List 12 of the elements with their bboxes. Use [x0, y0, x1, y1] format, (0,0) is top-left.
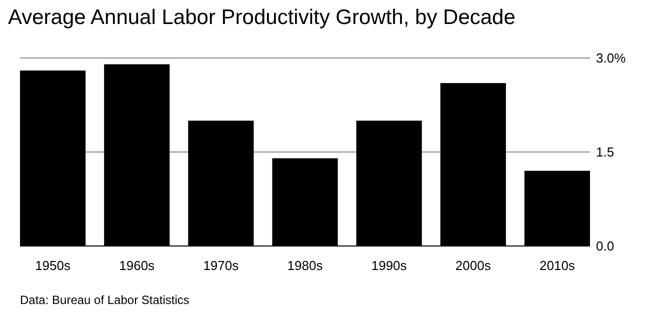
x-tick-label: 2010s [540, 258, 576, 273]
y-tick-label: 0.0 [596, 238, 614, 254]
chart-title: Average Annual Labor Productivity Growth, by Decade [8, 6, 516, 29]
x-tick-label: 1980s [287, 258, 324, 273]
x-tick-label: 1960s [119, 258, 156, 273]
x-tick-label: 2000s [455, 258, 492, 273]
text: Data: Bureau of Labor Statistics [20, 293, 190, 307]
x-tick-label: 1950s [35, 258, 71, 273]
x-tick-label: 1970s [203, 258, 240, 273]
x-tick-label: 1990s [371, 258, 408, 273]
y-tick-label: 3.0% [596, 50, 626, 66]
y-tick-label: 1.5 [596, 144, 614, 160]
